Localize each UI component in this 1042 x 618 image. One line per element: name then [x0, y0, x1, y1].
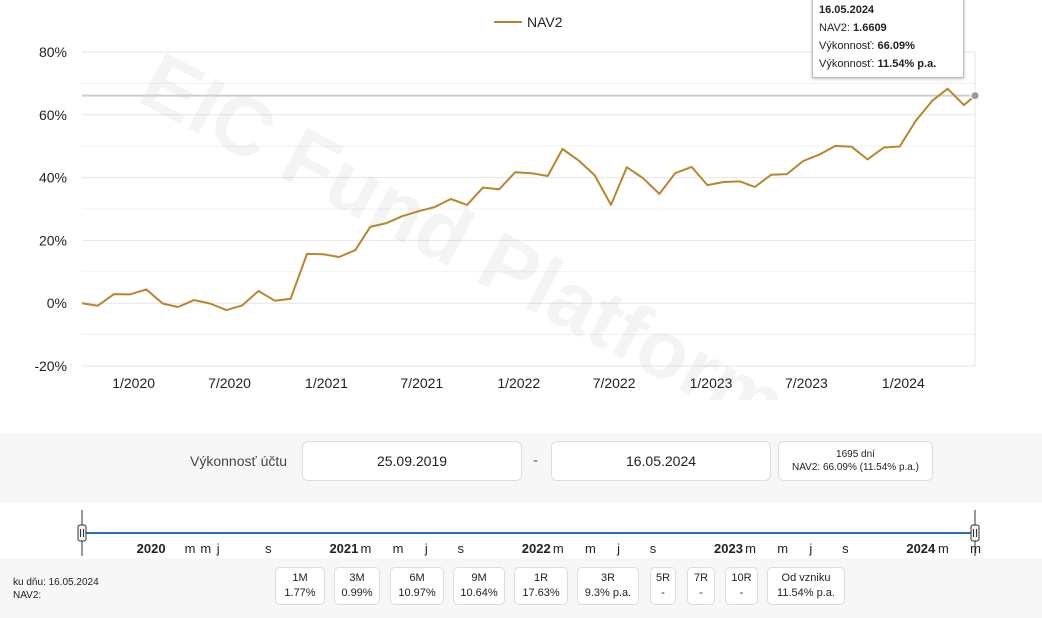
- x-tick-label: 1/2024: [882, 375, 925, 391]
- navigator-left-handle[interactable]: [77, 524, 87, 542]
- navigator-label: 2022: [522, 541, 551, 556]
- x-tick-label: 1/2020: [112, 375, 155, 391]
- period-label: 9M: [471, 572, 487, 584]
- period-button-6m[interactable]: 6M 10.97%: [390, 567, 444, 605]
- period-label: 1M: [292, 572, 308, 584]
- hover-marker: [970, 91, 980, 101]
- navigator-label: j: [216, 541, 220, 556]
- footer-info: ku dňu: 16.05.2024 NAV2:: [13, 576, 99, 602]
- range-navigator[interactable]: 2020 m m j s 2021 m m j s 2022 m m j s 2023 m m j s 2024 m m: [0, 508, 1042, 563]
- period-button-3r[interactable]: 3R 9.3% p.a.: [577, 567, 639, 605]
- navigator-label: s: [842, 541, 849, 556]
- navigator-label: m: [970, 541, 981, 556]
- x-tick-label: 7/2021: [400, 375, 443, 391]
- tooltip-perf-pa-label: Výkonnosť:: [819, 58, 878, 70]
- y-tick-label: 20%: [39, 232, 67, 248]
- navigator-label: m: [553, 541, 564, 556]
- period-button-3m[interactable]: 3M 0.99%: [334, 567, 380, 605]
- navigator-label: 2020: [137, 541, 166, 556]
- x-tick-label: 1/2023: [690, 375, 733, 391]
- y-tick-label: 80%: [39, 44, 67, 60]
- range-summary: 1695 dní NAV2: 66.09% (11.54% p.a.): [778, 441, 933, 481]
- navigator-right-handle[interactable]: [970, 524, 980, 542]
- navigator-label: m: [745, 541, 756, 556]
- period-button-9m[interactable]: 9M 10.64%: [453, 567, 505, 605]
- navigator-label: j: [808, 541, 812, 556]
- period-label: 3R: [600, 572, 616, 584]
- period-label: 3M: [349, 572, 365, 584]
- period-label: 1R: [533, 572, 549, 584]
- navigator-label: 2023: [714, 541, 743, 556]
- y-tick-label: 40%: [39, 170, 67, 186]
- navigator-label: 2021: [329, 541, 358, 556]
- period-value: 1.77%: [284, 587, 316, 599]
- period-button-since-inception[interactable]: Od vzniku 11.54% p.a.: [767, 567, 845, 605]
- date-from-input[interactable]: 25.09.2019: [302, 441, 522, 481]
- period-button-10r[interactable]: 10R -: [725, 567, 758, 605]
- x-tick-label: 1/2022: [497, 375, 540, 391]
- performance-chart: -20%0%20%40%60%80% EIC Fund Platform1/202…: [34, 14, 980, 400]
- x-tick-label: 7/2020: [208, 375, 251, 391]
- footer-nav: NAV2:: [13, 590, 42, 601]
- tooltip-perf-label: Výkonnosť:: [819, 40, 878, 52]
- footer-date: ku dňu: 16.05.2024: [13, 577, 99, 588]
- navigator-label: m: [777, 541, 788, 556]
- x-tick-label: 7/2023: [785, 375, 828, 391]
- nav2-series-line: [81, 87, 976, 312]
- x-tick-label: 7/2022: [593, 375, 636, 391]
- period-button-5r[interactable]: 5R -: [650, 567, 676, 605]
- tooltip-date: 16.05.2024: [819, 4, 875, 16]
- navigator-label: 2024: [906, 541, 936, 556]
- period-label: 7R: [693, 572, 709, 584]
- range-summary-text: NAV2: 66.09% (11.54% p.a.): [792, 462, 919, 473]
- period-button-1r[interactable]: 1R 17.63%: [514, 567, 568, 605]
- navigator-label: m: [938, 541, 949, 556]
- chart-tooltip: 16.05.2024 NAV2: 1.6609 Výkonnosť: 66.09…: [812, 0, 964, 78]
- navigator-label: j: [424, 541, 428, 556]
- navigator-label: s: [457, 541, 464, 556]
- tooltip-nav-label: NAV2:: [819, 22, 854, 34]
- navigator-label: s: [265, 541, 272, 556]
- period-button-1m[interactable]: 1M 1.77%: [275, 567, 325, 605]
- period-value: 10.64%: [460, 587, 498, 599]
- legend-label: NAV2: [527, 14, 563, 30]
- navigator-label: m: [393, 541, 404, 556]
- period-button-7r[interactable]: 7R -: [687, 567, 715, 605]
- navigator-label: s: [650, 541, 657, 556]
- period-value: 10.97%: [398, 587, 436, 599]
- tooltip-nav-value: 1.6609: [853, 22, 887, 34]
- tooltip-perf-value: 66.09%: [877, 40, 915, 52]
- period-value: 9.3% p.a.: [584, 587, 632, 599]
- period-value: 17.63%: [522, 587, 560, 599]
- period-value: -: [739, 587, 744, 599]
- period-value: -: [699, 587, 703, 599]
- period-value: 0.99%: [341, 587, 373, 599]
- period-value: -: [661, 587, 665, 599]
- tooltip-perf-pa-value: 11.54% p.a.: [877, 58, 937, 70]
- period-label: 5R: [655, 572, 671, 584]
- navigator-label: j: [616, 541, 620, 556]
- date-to-input[interactable]: 16.05.2024: [551, 441, 771, 481]
- navigator-label: m: [361, 541, 372, 556]
- performance-label: Výkonnosť účtu: [190, 453, 288, 469]
- period-label: 6M: [409, 572, 425, 584]
- y-tick-label: 0%: [47, 295, 67, 311]
- period-label: 10R: [731, 572, 752, 584]
- y-tick-label: -20%: [34, 358, 67, 374]
- range-days: 1695 dní: [836, 449, 875, 460]
- navigator-label: m: [200, 541, 211, 556]
- x-tick-label: 1/2021: [305, 375, 348, 391]
- navigator-label: m: [585, 541, 596, 556]
- date-separator: -: [533, 452, 538, 469]
- watermark: EIC Fund Platform: [127, 36, 801, 400]
- navigator-label: m: [185, 541, 196, 556]
- period-label: Od vzniku: [781, 572, 831, 584]
- period-value: 11.54% p.a.: [777, 587, 835, 599]
- y-tick-label: 60%: [39, 107, 67, 123]
